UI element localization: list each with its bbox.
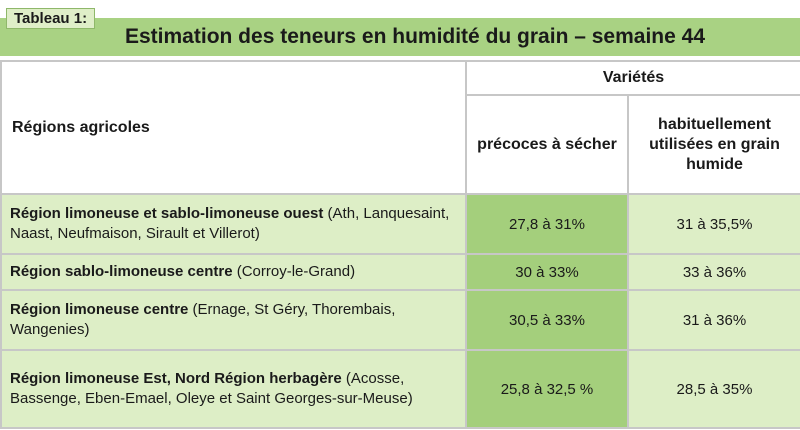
early-value: 30 à 33% xyxy=(465,253,629,291)
region-places: (Ernage, St Géry, Thorembais, Wangenies) xyxy=(10,301,396,338)
early-value: 25,8 à 32,5 % xyxy=(465,349,629,429)
usual-value: 28,5 à 35% xyxy=(626,349,800,429)
table-row: Région limoneuse Est, Nord Région herbag… xyxy=(0,349,800,429)
header-varieties: Variétés xyxy=(464,60,800,96)
region-places: (Ath, Lanquesaint, Naast, Neufmaison, Si… xyxy=(10,205,450,242)
moisture-table: Régions agricoles Variétés précoces à sé… xyxy=(0,60,800,429)
usual-value: 31 à 35,5% xyxy=(626,193,800,255)
early-value: 30,5 à 33% xyxy=(465,289,629,351)
early-value: 27,8 à 31% xyxy=(465,193,629,255)
region-places: (Acosse, Bassenge, Eben-Emael, Oleye et … xyxy=(10,370,413,407)
table-title: Estimation des teneurs en humidité du gr… xyxy=(125,25,705,48)
table-title-bar: Estimation des teneurs en humidité du gr… xyxy=(0,18,800,56)
header-early-varieties: précoces à sécher xyxy=(465,94,629,195)
region-name: Région limoneuse centre xyxy=(10,301,189,318)
usual-value: 31 à 36% xyxy=(626,289,800,351)
region-places: (Corroy-le-Grand) xyxy=(232,263,356,280)
table-row: Région limoneuse centre (Ernage, St Géry… xyxy=(0,289,800,351)
region-cell: Région limoneuse Est, Nord Région herbag… xyxy=(0,349,467,429)
region-name: Région limoneuse Est, Nord Région herbag… xyxy=(10,370,342,387)
header-row-top: Régions agricoles Variétés xyxy=(0,60,800,195)
table-row: Région limoneuse et sablo-limoneuse oues… xyxy=(0,193,800,255)
header-usual-varieties: habituellement utilisées en grain humide xyxy=(626,94,800,195)
region-cell: Région sablo-limoneuse centre (Corroy-le… xyxy=(0,253,467,291)
table-number-label: Tableau 1: xyxy=(6,8,96,29)
table-row: Région sablo-limoneuse centre (Corroy-le… xyxy=(0,253,800,291)
region-name: Région sablo-limoneuse centre xyxy=(10,263,233,280)
region-cell: Région limoneuse centre (Ernage, St Géry… xyxy=(0,289,467,351)
region-cell: Région limoneuse et sablo-limoneuse oues… xyxy=(0,193,467,255)
usual-value: 33 à 36% xyxy=(626,253,800,291)
header-regions: Régions agricoles xyxy=(0,60,467,195)
region-name: Région limoneuse et sablo-limoneuse oues… xyxy=(10,205,324,222)
